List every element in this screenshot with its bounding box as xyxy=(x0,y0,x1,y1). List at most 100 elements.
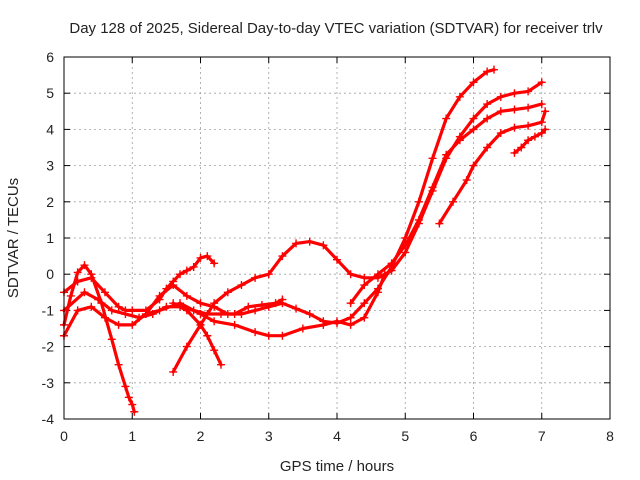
data-point xyxy=(319,317,328,326)
series-1 xyxy=(60,261,139,416)
data-point xyxy=(100,288,109,297)
data-point xyxy=(148,310,157,319)
data-point xyxy=(162,302,171,311)
data-point xyxy=(278,299,287,308)
data-point xyxy=(449,197,458,206)
data-point xyxy=(196,299,205,308)
x-tick-labels: 0 1 2 3 4 5 6 7 8 xyxy=(60,428,614,444)
data-point xyxy=(196,320,205,329)
data-point xyxy=(537,100,546,109)
data-point xyxy=(121,382,130,391)
data-point xyxy=(216,360,225,369)
data-point xyxy=(483,114,492,123)
data-point xyxy=(141,310,150,319)
series-6 xyxy=(169,78,546,376)
data-point xyxy=(66,291,75,300)
y-tick-label: -1 xyxy=(42,302,55,318)
data-point xyxy=(244,302,253,311)
data-point xyxy=(541,107,550,116)
data-point xyxy=(189,306,198,315)
series-line xyxy=(62,254,216,312)
x-tick-label: 7 xyxy=(538,428,546,444)
data-point xyxy=(387,259,396,268)
data-point xyxy=(100,313,109,322)
data-point xyxy=(524,87,533,96)
data-point xyxy=(483,143,492,152)
data-point xyxy=(414,197,423,206)
data-point xyxy=(524,136,533,145)
data-point xyxy=(360,273,369,282)
data-point xyxy=(414,215,423,224)
data-point xyxy=(401,248,410,257)
data-point xyxy=(210,346,219,355)
data-point xyxy=(278,331,287,340)
data-point xyxy=(510,89,519,98)
y-tick-label: -2 xyxy=(42,339,55,355)
y-tick-label: 5 xyxy=(46,85,54,101)
data-point xyxy=(360,313,369,322)
data-point xyxy=(182,266,191,275)
x-tick-label: 6 xyxy=(470,428,478,444)
series-8 xyxy=(346,100,546,308)
data-point xyxy=(537,78,546,87)
series-5 xyxy=(141,65,498,328)
plot-frame xyxy=(63,56,611,420)
data-point xyxy=(80,288,89,297)
data-point xyxy=(333,319,341,328)
data-point xyxy=(541,125,550,134)
data-point xyxy=(169,367,178,376)
data-point xyxy=(319,241,328,250)
data-point xyxy=(469,78,478,87)
data-point xyxy=(203,252,212,261)
data-point xyxy=(373,284,382,293)
data-point xyxy=(114,360,123,369)
y-tick-label: 3 xyxy=(46,158,54,174)
series-10 xyxy=(510,125,550,157)
data-point xyxy=(442,114,451,123)
data-point xyxy=(230,320,239,329)
x-tick-label: 8 xyxy=(606,428,614,444)
x-tick-label: 3 xyxy=(265,428,273,444)
data-point xyxy=(373,270,382,279)
data-point xyxy=(107,335,116,344)
data-point xyxy=(496,92,505,101)
chart-title: Day 128 of 2025, Sidereal Day-to-day VTE… xyxy=(69,20,603,37)
y-tick-label: 0 xyxy=(46,266,54,282)
y-axis-label: SDTVAR / TECUs xyxy=(5,178,22,298)
data-point xyxy=(483,67,492,76)
data-point xyxy=(428,154,437,163)
data-point xyxy=(517,143,526,152)
data-point xyxy=(128,320,137,329)
data-point xyxy=(210,259,219,268)
data-point xyxy=(496,107,505,116)
data-point xyxy=(121,310,130,319)
data-point xyxy=(469,125,478,134)
series-9 xyxy=(435,107,550,228)
data-point xyxy=(203,331,212,340)
data-point xyxy=(305,237,314,246)
data-point xyxy=(87,302,96,311)
data-point xyxy=(530,132,539,141)
data-point xyxy=(264,270,273,279)
y-tick-label: 6 xyxy=(46,49,54,65)
x-axis-label: GPS time / hours xyxy=(280,458,394,475)
series-line xyxy=(171,80,544,374)
data-point xyxy=(537,129,546,138)
series-line xyxy=(171,301,223,367)
data-point xyxy=(223,310,232,319)
data-point xyxy=(298,324,307,333)
data-point xyxy=(251,306,260,315)
data-point xyxy=(346,270,355,279)
data-point xyxy=(489,65,498,74)
data-point xyxy=(94,295,103,304)
x-tick-label: 5 xyxy=(401,428,409,444)
data-point xyxy=(442,150,451,159)
series-line xyxy=(349,102,544,305)
data-point xyxy=(130,407,139,416)
data-point xyxy=(128,306,137,315)
data-point xyxy=(510,123,519,132)
data-point xyxy=(360,281,369,290)
data-point xyxy=(155,291,164,300)
data-point xyxy=(73,277,82,286)
data-point xyxy=(455,92,464,101)
